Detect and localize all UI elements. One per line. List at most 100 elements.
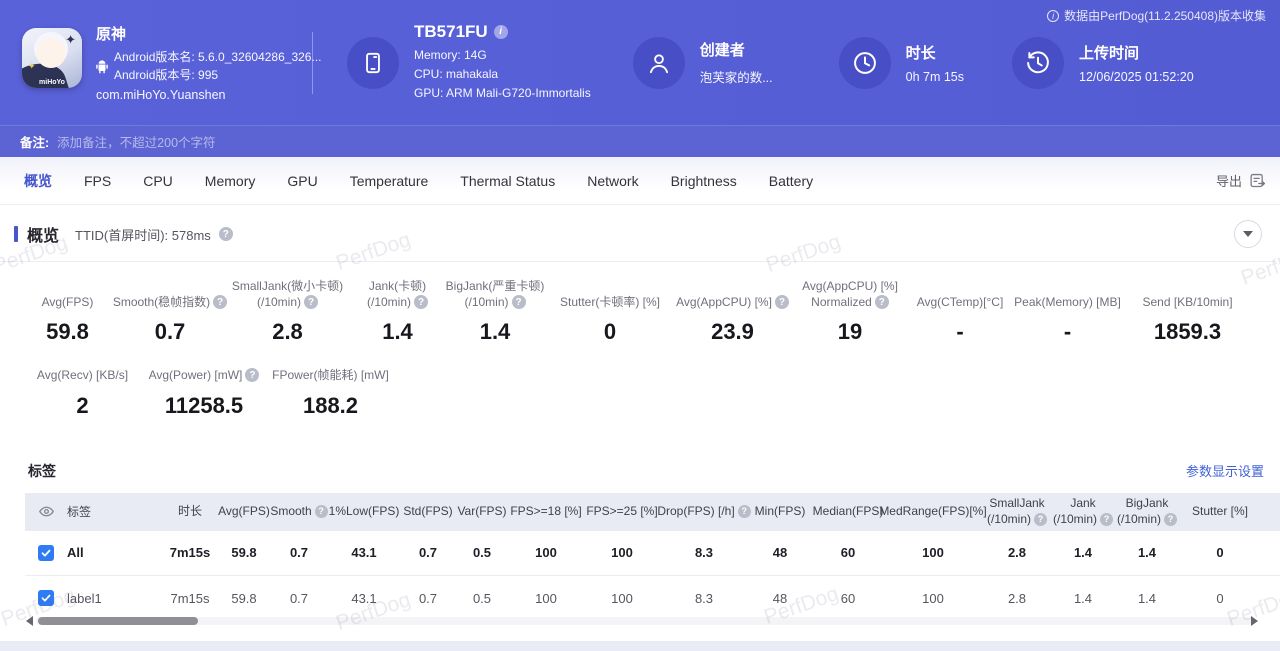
cell: 100 bbox=[922, 590, 944, 606]
collapse-button[interactable] bbox=[1234, 220, 1262, 248]
sparkle-icon: ✦ bbox=[65, 31, 76, 47]
metric: Avg(AppCPU) [%]? 23.9 bbox=[675, 294, 790, 345]
user-icon bbox=[632, 36, 685, 89]
tab-CPU[interactable]: CPU bbox=[143, 172, 173, 189]
cell: 0.7 bbox=[418, 545, 438, 561]
section-divider bbox=[0, 261, 1276, 262]
help-icon[interactable]: ? bbox=[737, 505, 751, 519]
remark-input[interactable]: 备注: 添加备注，不超过200个字符 bbox=[0, 125, 1280, 157]
help-icon[interactable]: ? bbox=[218, 227, 233, 241]
help-icon[interactable]: ? bbox=[314, 505, 328, 519]
metric-label: Smooth(稳帧指数)? bbox=[113, 294, 228, 310]
column-header[interactable]: Avg(FPS) bbox=[218, 503, 270, 518]
export-button[interactable]: 导出 bbox=[1216, 171, 1266, 190]
column-header[interactable]: Var(FPS) bbox=[457, 503, 507, 518]
metric-value: 2 bbox=[76, 392, 89, 418]
help-icon[interactable]: ? bbox=[774, 295, 789, 310]
column-header[interactable]: SmallJank (/10min)? bbox=[982, 496, 1052, 527]
column-header[interactable]: Min(FPS) bbox=[754, 503, 806, 518]
cell: 100 bbox=[611, 590, 633, 606]
tab-Network[interactable]: Network bbox=[587, 172, 639, 189]
metrics-row-1: Avg(FPS) 59.8 Smooth(稳帧指数)? 0.7 SmallJank(微小… bbox=[0, 278, 1280, 345]
device-model: TB571FU bbox=[414, 21, 488, 41]
help-icon[interactable]: ? bbox=[1100, 512, 1113, 526]
tab-概览[interactable]: 概览 bbox=[24, 172, 52, 189]
cell: 2.8 bbox=[1007, 590, 1027, 606]
metric: Avg(Recv) [KB/s] 2 bbox=[20, 367, 145, 418]
metric-label: Avg(Recv) [KB/s] bbox=[36, 368, 129, 383]
metric-label: Stutter(卡顿率) [%] bbox=[559, 295, 660, 310]
table-row: All 7m15s 59.8 0.7 43.1 0.7 0.5 100 100 8.3 48 60 10… bbox=[25, 531, 1280, 576]
column-header[interactable]: Median(FPS) bbox=[812, 503, 884, 518]
help-icon[interactable]: ? bbox=[304, 295, 318, 310]
metric-label: Avg(AppCPU) [%] Normalized? bbox=[802, 279, 898, 310]
help-icon[interactable]: ? bbox=[213, 295, 228, 310]
session-header: ✦ ✦ miHoYo 原神 Android版本名: 5.6.0_32604286… bbox=[0, 0, 1280, 125]
help-icon[interactable]: ? bbox=[414, 295, 428, 310]
metric-value: 188.2 bbox=[302, 392, 359, 418]
scrollbar-track[interactable] bbox=[36, 617, 1254, 625]
app-info: 原神 Android版本名: 5.6.0_32604286_326... And… bbox=[96, 23, 321, 102]
help-icon[interactable]: ? bbox=[1034, 512, 1047, 526]
eye-icon bbox=[38, 506, 54, 517]
labels-table: 标签 时长 Avg(FPS) Smooth? 1%Low(FPS) Std(FPS) Va… bbox=[25, 492, 1280, 621]
metric-value: 0 bbox=[603, 319, 617, 345]
tab-Battery[interactable]: Battery bbox=[768, 172, 814, 189]
overview-title: 概览 bbox=[27, 228, 60, 245]
table-body: All 7m15s 59.8 0.7 43.1 0.7 0.5 100 100 8.3 48 60 10… bbox=[25, 531, 1280, 621]
column-header[interactable]: BigJank (/10min)? bbox=[1114, 496, 1180, 527]
tab-Thermal Status[interactable]: Thermal Status bbox=[460, 172, 556, 189]
metric: Stutter(卡顿率) [%] 0 bbox=[545, 294, 675, 345]
metric-label: BigJank(严重卡顿) (/10min)? bbox=[445, 279, 545, 310]
device-info-icon[interactable]: i bbox=[493, 24, 508, 39]
bottom-strip bbox=[0, 641, 1280, 651]
metric: Avg(Power) [mW]? 11258.5 bbox=[145, 367, 263, 418]
column-header[interactable]: Stutter [%] bbox=[1191, 503, 1249, 518]
cell: 100 bbox=[535, 545, 557, 561]
column-header[interactable]: FPS>=18 [%] bbox=[510, 503, 582, 518]
label-column-header[interactable]: 标签 bbox=[67, 505, 92, 520]
tab-FPS[interactable]: FPS bbox=[84, 172, 112, 189]
column-header[interactable]: Std(FPS) bbox=[403, 503, 453, 518]
table-header-row: 标签 时长 Avg(FPS) Smooth? 1%Low(FPS) Std(FPS) Va… bbox=[25, 492, 1280, 531]
upload-time-value: 12/06/2025 01:52:20 bbox=[1079, 69, 1194, 84]
app-package: com.miHoYo.Yuanshen bbox=[96, 87, 226, 102]
title-accent-bar bbox=[14, 226, 18, 242]
metric-label: Peak(Memory) [MB] bbox=[1014, 295, 1121, 310]
row-checkbox[interactable] bbox=[38, 590, 54, 607]
device-cpu: CPU: mahakala bbox=[414, 66, 499, 81]
metric: Peak(Memory) [MB] - bbox=[1010, 294, 1125, 345]
duration-value: 0h 7m 15s bbox=[905, 69, 964, 84]
scrollbar-thumb[interactable] bbox=[38, 617, 198, 625]
metric: FPower(帧能耗) [mW] 188.2 bbox=[263, 367, 398, 418]
metric: Smooth(稳帧指数)? 0.7 bbox=[113, 294, 228, 345]
cell: 60 bbox=[840, 590, 856, 606]
cell: 100 bbox=[611, 545, 633, 561]
cell: 0.7 bbox=[289, 545, 309, 561]
scroll-right-arrow[interactable] bbox=[1251, 616, 1258, 626]
column-header[interactable]: FPS>=25 [%] bbox=[586, 503, 658, 518]
cell: 0 bbox=[1216, 590, 1224, 606]
duration-card: 时长 0h 7m 15s bbox=[838, 36, 964, 89]
tab-Brightness[interactable]: Brightness bbox=[670, 172, 737, 189]
help-icon[interactable]: ? bbox=[874, 295, 889, 310]
column-header[interactable]: Drop(FPS) [/h]? bbox=[657, 504, 751, 520]
column-header[interactable]: MedRange(FPS)[%] bbox=[879, 503, 987, 518]
cell: 0 bbox=[1216, 545, 1224, 561]
remark-placeholder: 添加备注，不超过200个字符 bbox=[57, 136, 216, 150]
column-header[interactable]: 时长 bbox=[177, 503, 202, 518]
scroll-left-arrow[interactable] bbox=[26, 616, 33, 626]
help-icon[interactable]: ? bbox=[511, 295, 526, 310]
visibility-column-header[interactable] bbox=[25, 503, 67, 520]
row-checkbox[interactable] bbox=[38, 544, 54, 561]
column-header[interactable]: Jank (/10min)? bbox=[1052, 496, 1114, 527]
tab-GPU[interactable]: GPU bbox=[287, 172, 318, 189]
tab-Memory[interactable]: Memory bbox=[204, 172, 256, 189]
help-icon[interactable]: ? bbox=[1164, 512, 1177, 526]
parameter-display-settings-link[interactable]: 参数显示设置 bbox=[1185, 463, 1264, 479]
help-icon[interactable]: ? bbox=[245, 368, 260, 383]
tab-Temperature[interactable]: Temperature bbox=[349, 172, 429, 189]
column-header[interactable]: 1%Low(FPS) bbox=[328, 503, 400, 518]
column-header[interactable]: Smooth? bbox=[270, 504, 328, 520]
metric-value: 11258.5 bbox=[164, 392, 244, 418]
